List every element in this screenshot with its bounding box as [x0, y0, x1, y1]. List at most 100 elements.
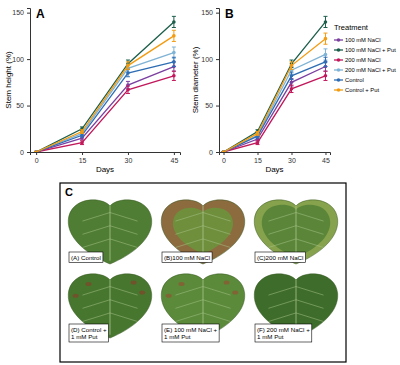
- tick: 15: [254, 152, 262, 164]
- series: [34, 62, 176, 152]
- caption-box: [162, 324, 219, 342]
- error-bar: [289, 85, 293, 92]
- tick: 15: [79, 152, 87, 164]
- series-line: [224, 22, 326, 152]
- tick-mark: [27, 59, 30, 60]
- vein: [110, 239, 138, 248]
- tick-mark: [224, 152, 225, 155]
- vein: [268, 213, 296, 222]
- vein: [268, 239, 296, 248]
- vein: [110, 206, 111, 261]
- tick-label: 100: [12, 56, 24, 63]
- legend-marker: [337, 58, 341, 62]
- tick-label: 100: [201, 56, 213, 63]
- tick-mark: [325, 152, 326, 155]
- vein: [82, 287, 110, 296]
- x-axis-title: Days: [265, 165, 283, 174]
- series: [222, 33, 328, 152]
- tick: 50: [205, 102, 219, 109]
- tick-mark: [128, 152, 129, 155]
- error-bar: [256, 132, 260, 136]
- chart: 0153045050100150DaysStem height (%)A: [4, 7, 180, 174]
- tick-label: 15: [79, 157, 87, 164]
- point: [172, 34, 176, 38]
- tick: 150: [201, 9, 219, 16]
- x-axis: 0153045: [220, 152, 331, 164]
- tick-label: 0: [35, 157, 39, 164]
- error-cap: [323, 71, 327, 72]
- tick-label: 45: [170, 157, 178, 164]
- series: [34, 16, 176, 152]
- caption: 1 mM Put: [164, 333, 191, 340]
- point: [222, 150, 226, 152]
- vein: [110, 300, 138, 309]
- point: [324, 60, 328, 64]
- vein: [82, 300, 110, 309]
- point: [34, 150, 38, 152]
- leaf-photo: (E) 100 mM NaCl +1 mM Put: [161, 274, 245, 342]
- series-line: [224, 76, 326, 152]
- error-cap: [323, 16, 327, 17]
- point: [126, 88, 130, 92]
- tick-label: 150: [201, 9, 213, 16]
- error-cap: [172, 66, 176, 67]
- point: [34, 150, 38, 152]
- caption: (C)200 mM NaCl: [257, 254, 303, 261]
- error-cap: [172, 41, 176, 42]
- caption: 1 mM Put: [257, 333, 284, 340]
- series-line: [224, 62, 326, 152]
- vein: [268, 226, 296, 235]
- error-cap: [126, 69, 130, 70]
- error-cap: [126, 69, 130, 70]
- legend-item: Control: [334, 77, 364, 83]
- error-bar: [126, 62, 130, 69]
- error-cap: [323, 66, 327, 67]
- caption: (A) Control: [71, 254, 101, 261]
- vein: [175, 313, 203, 322]
- legend-marker: [337, 48, 341, 52]
- vein: [268, 300, 296, 309]
- error-cap: [172, 47, 176, 48]
- vein: [110, 280, 111, 335]
- legend-item: 100 mM NaCl + Put: [334, 47, 396, 53]
- axis-line: [27, 9, 31, 153]
- error-bar: [172, 47, 176, 58]
- error-cap: [323, 48, 327, 49]
- error-bar: [80, 133, 84, 137]
- legend-item: 100 mM NaCl: [334, 37, 380, 43]
- vein: [175, 213, 203, 222]
- point: [34, 150, 38, 152]
- tick: 100: [201, 56, 219, 63]
- leaf: [254, 274, 338, 338]
- tick: 150: [12, 9, 30, 16]
- error-cap: [126, 61, 130, 62]
- leaf: [161, 274, 245, 338]
- vein: [203, 300, 231, 309]
- tick-mark: [36, 152, 37, 155]
- tick-mark: [27, 13, 30, 14]
- legend-item: Control + Put: [334, 87, 379, 93]
- chart: 0153045050100150DaysStem diameter (%)B: [191, 7, 330, 174]
- series: [222, 16, 328, 152]
- leaf-spot: [131, 281, 137, 285]
- vein: [82, 313, 110, 322]
- error-bar: [172, 57, 176, 66]
- tick-mark: [291, 152, 292, 155]
- error-cap: [172, 16, 176, 17]
- leaf-spot: [224, 281, 230, 285]
- point: [172, 51, 176, 55]
- tick: 45: [322, 152, 330, 164]
- legend-label: 100 mM NaCl + Put: [345, 47, 396, 53]
- tick-mark: [216, 152, 219, 153]
- error-cap: [126, 93, 130, 94]
- error-bar: [289, 62, 293, 69]
- point: [34, 150, 38, 152]
- point: [34, 150, 38, 152]
- error-cap: [172, 30, 176, 31]
- point: [290, 87, 294, 91]
- y-axis-title: Stem diameter (%): [191, 46, 200, 113]
- vein: [82, 226, 110, 235]
- vein: [175, 226, 203, 235]
- tick-mark: [27, 106, 30, 107]
- point: [324, 53, 328, 57]
